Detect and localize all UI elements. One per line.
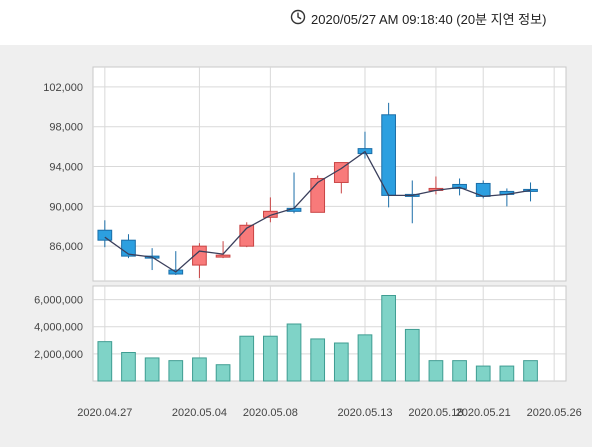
volume-bar [168, 360, 184, 382]
candle-down [452, 183, 467, 189]
volume-bar [97, 341, 113, 382]
price-tick-label: 102,000 [43, 82, 83, 94]
volume-bar [310, 338, 326, 382]
volume-bar [263, 335, 278, 382]
x-tick-label: 2020.04.27 [77, 407, 132, 419]
x-tick-label: 2020.05.08 [243, 407, 298, 419]
chart-panel: 86,000 90,000 94,000 98,000 102,000 2,000,000… [0, 45, 592, 447]
timestamp-bar: 2020/05/27 AM 09:18:40 (20분 지연 정보) [290, 8, 546, 28]
x-tick-label: 2020.05.04 [172, 407, 227, 419]
candle-up [263, 210, 278, 218]
volume-bar [192, 357, 207, 382]
volume-plot-area [92, 285, 567, 382]
candle-up [310, 177, 326, 213]
axis-labels: 86,000 90,000 94,000 98,000 102,000 2,000,000… [34, 82, 582, 419]
volume-bar [239, 335, 255, 382]
x-tick-label: 2020.05.13 [337, 407, 392, 419]
volume-bar [523, 360, 538, 382]
stock-chart: 86,000 90,000 94,000 98,000 102,000 2,000,000… [34, 66, 582, 419]
volume-bar [333, 342, 349, 382]
moving-average-line [104, 150, 531, 273]
volume-bar [121, 352, 136, 382]
volume-bar [381, 295, 396, 382]
grid-layer [92, 66, 567, 382]
volume-bar [499, 365, 515, 382]
volume-bar [286, 323, 302, 382]
candle-down [97, 229, 113, 241]
candle-up [215, 254, 231, 258]
price-tick-label: 94,000 [49, 162, 83, 174]
x-tick-label: 2020.05.26 [527, 407, 582, 419]
volume-bar [215, 364, 231, 382]
volume-bar [452, 360, 467, 382]
candlesticks [97, 102, 538, 279]
volume-bar [357, 334, 373, 382]
moving-average [104, 150, 531, 273]
price-tick-label: 90,000 [49, 201, 83, 213]
price-tick-label: 86,000 [49, 241, 83, 253]
volume-bar [428, 360, 444, 382]
candle-down [523, 188, 538, 192]
volume-tick-label: 4,000,000 [34, 322, 83, 334]
timestamp-text: 2020/05/27 AM 09:18:40 (20분 지연 정보) [311, 11, 547, 27]
price-plot-area [92, 66, 567, 282]
volume-bar [144, 357, 160, 382]
candle-down [381, 114, 396, 196]
clock-icon [290, 9, 306, 28]
price-tick-label: 98,000 [49, 122, 83, 134]
volume-bar [475, 365, 491, 382]
volume-tick-label: 2,000,000 [34, 349, 83, 361]
volume-bar [404, 328, 420, 382]
x-tick-label: 2020.05.21 [456, 407, 511, 419]
x-tick-label: 2020.05.18 [408, 407, 463, 419]
volume-bars [97, 295, 538, 382]
volume-tick-label: 6,000,000 [34, 295, 83, 307]
